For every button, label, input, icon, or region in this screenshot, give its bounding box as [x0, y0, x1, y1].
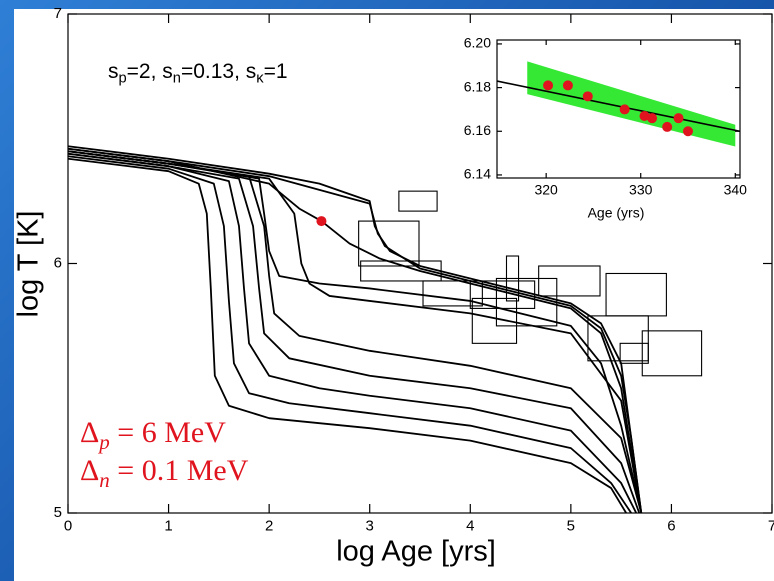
y-tick-label: 6: [54, 254, 62, 271]
x-tick-label: 340: [724, 181, 748, 197]
x-tick-label: 1: [164, 517, 172, 534]
x-tick-label: 3: [366, 517, 374, 534]
uncertainty-band: [527, 61, 736, 147]
parameter-annotation-subscript: κ: [256, 70, 264, 86]
cooling-curve: [68, 157, 627, 513]
data-point: [639, 110, 650, 121]
x-tick-label: 7: [768, 517, 774, 534]
y-tick-label: 6.20: [464, 35, 491, 51]
x-tick-label: 5: [567, 517, 575, 534]
x-axis-label: Age (yrs): [588, 205, 645, 221]
observation-box: [619, 342, 649, 364]
fit-line: [497, 80, 740, 133]
data-point: [682, 126, 693, 137]
gap-annotation-subscript: n: [99, 468, 110, 492]
plot-area: [497, 61, 740, 147]
x-tick-label: 0: [64, 517, 72, 534]
x-tick-label: 6: [667, 517, 675, 534]
plot-frame: [496, 39, 741, 179]
data-point: [543, 80, 554, 91]
gap-annotation-part: = 0.1 MeV: [110, 454, 249, 487]
observation-box: [505, 255, 520, 302]
x-tick-label: 4: [466, 517, 474, 534]
cooling-curve: [68, 155, 632, 513]
observation-box: [358, 220, 420, 267]
gap-annotation-part: = 6 MeV: [110, 416, 226, 449]
parameter-annotation: sp​=2, sn​=0.13, sκ​=1: [108, 60, 288, 87]
y-tick-label: 6.14: [464, 166, 491, 182]
cooling-curve: [68, 147, 643, 513]
data-point: [562, 80, 573, 91]
parameter-annotation-part: s: [108, 60, 119, 83]
parameter-annotation-part: =2, s: [127, 60, 173, 83]
x-tick-label: 2: [265, 517, 273, 534]
y-tick-label: 6.16: [464, 122, 491, 138]
highlight-point: [316, 216, 327, 227]
cooling-curve: [68, 152, 638, 513]
observation-box: [422, 280, 483, 307]
parameter-annotation-subscript: n: [173, 70, 181, 86]
y-tick-label: 5: [54, 504, 62, 521]
gap-annotation: Δn​ = 0.1 MeV: [80, 454, 249, 492]
gap-annotation-subscript: p: [97, 430, 110, 454]
x-tick-label: 320: [534, 181, 558, 197]
parameter-annotation-part: =0.13, s: [181, 60, 256, 83]
y-tick-label: 7: [54, 5, 62, 22]
data-point: [662, 121, 673, 132]
x-axis-label: log Age [yrs]: [336, 536, 496, 568]
observation-box: [641, 330, 703, 377]
cooling-curve: [68, 150, 643, 513]
plot-area: [68, 145, 703, 513]
cooling-curve: [68, 147, 643, 513]
y-tick-label: 6.18: [464, 78, 491, 94]
observation-box: [471, 297, 518, 344]
cooling-curve: [68, 152, 641, 513]
parameter-annotation-part: =1: [264, 60, 288, 83]
parameter-annotation-subscript: p: [119, 70, 127, 86]
observation-box: [538, 265, 601, 297]
data-point: [647, 113, 658, 124]
cooling-curve: [68, 150, 643, 513]
y-axis-label: log T [K]: [13, 211, 45, 318]
gap-annotation: Δp​ = 6 MeV: [80, 416, 226, 454]
gap-annotation-part: Δ: [80, 454, 99, 487]
gap-annotation-part: Δ: [80, 416, 99, 449]
observation-box: [398, 190, 438, 212]
data-point: [673, 113, 684, 124]
data-point: [619, 104, 630, 115]
observation-box: [587, 315, 649, 362]
data-point: [582, 91, 593, 102]
x-tick-label: 330: [629, 181, 653, 197]
